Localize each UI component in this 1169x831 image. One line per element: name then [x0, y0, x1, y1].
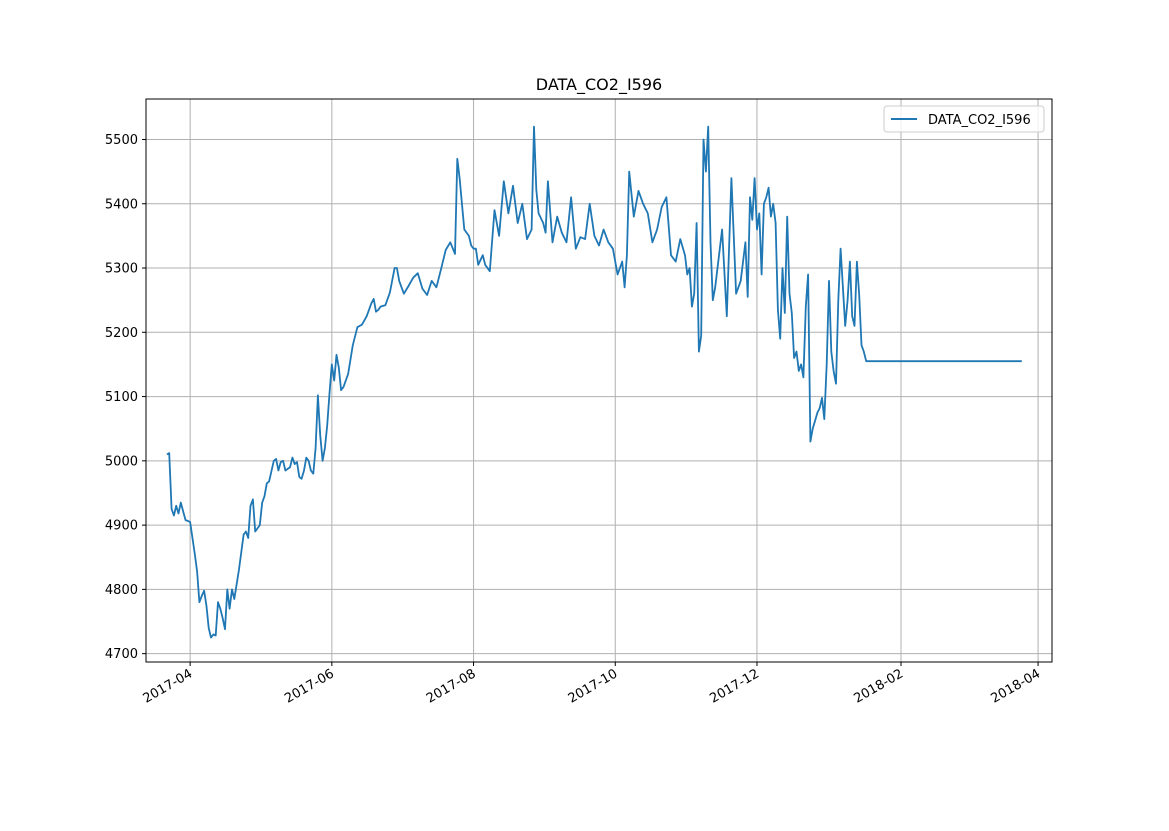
legend-label: DATA_CO2_I596: [928, 113, 1031, 128]
y-tick-label: 5500: [105, 133, 138, 148]
legend-box: [883, 105, 1045, 133]
y-tick-label: 4700: [105, 647, 138, 662]
y-tick-label: 4900: [105, 519, 138, 534]
series-layer: [166, 125, 1022, 639]
y-tick-label: 5200: [105, 326, 138, 341]
y-tick-label: 5000: [105, 454, 138, 469]
chart-title: DATA_CO2_I596: [536, 75, 662, 95]
y-tick-label: 5100: [105, 390, 138, 405]
y-axis: 4700 4800 4900 5000 5100 5200 5300 5400 5500: [105, 133, 146, 662]
series-line: [166, 125, 1022, 639]
plot-frame: [145, 98, 1053, 663]
y-tick-label: 4800: [105, 583, 138, 598]
grid: [146, 99, 1052, 662]
legend: DATA_CO2_I596: [883, 105, 1045, 133]
y-tick-label: 5400: [105, 197, 138, 212]
y-tick-label: 5300: [105, 262, 138, 277]
